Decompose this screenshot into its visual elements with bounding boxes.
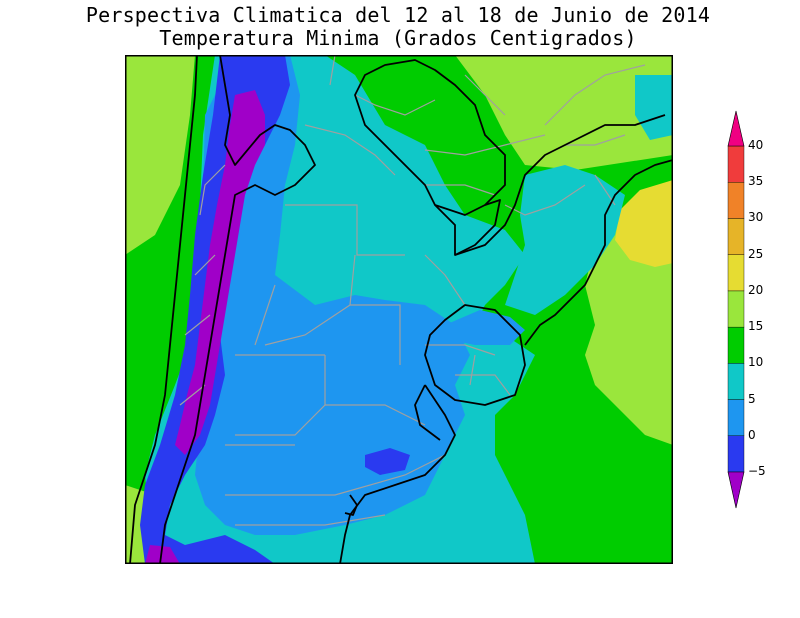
map-border [125,55,673,564]
legend-above-triangle [727,110,745,147]
legend-tick-label: −5 [748,464,766,478]
zone-cyan-north [285,55,345,145]
zone-cyan-east [505,165,625,315]
map-title: Perspectiva Climatica del 12 al 18 de Ju… [85,3,711,27]
legend-segment [727,254,745,292]
zone-yellow [615,180,673,267]
legend-segment [727,218,745,255]
legend-tick-label: 20 [748,282,764,297]
legend-tick-label: 35 [748,174,764,189]
legend-tick-label: 15 [748,319,764,334]
temperature-map [125,55,673,564]
legend-segment [727,182,745,219]
legend-tick-label: 25 [748,246,764,261]
color-legend-segments [727,145,745,473]
legend-segment [727,326,745,364]
legend-tick-label: 10 [748,355,764,370]
legend-segment [727,435,745,473]
legend-tick-label: 30 [748,210,764,225]
zone-lightblue [195,55,470,535]
legend-segment [727,399,745,436]
legend-segment [727,145,745,183]
country-borders [129,55,673,564]
legend-segment [727,290,745,328]
zone-cyan-ne [635,75,673,140]
legend-segment [727,363,745,400]
legend-below-triangle [727,471,745,509]
map-subtitle: Temperatura Minima (Grados Centigrados) [159,26,637,50]
zone-purple [175,90,265,455]
zone-purple-south [145,545,180,564]
legend-tick-label: 5 [748,391,756,406]
legend-tick-label: 40 [748,138,764,152]
zone-blue-south [365,448,410,475]
legend-tick-label: 0 [748,427,756,442]
